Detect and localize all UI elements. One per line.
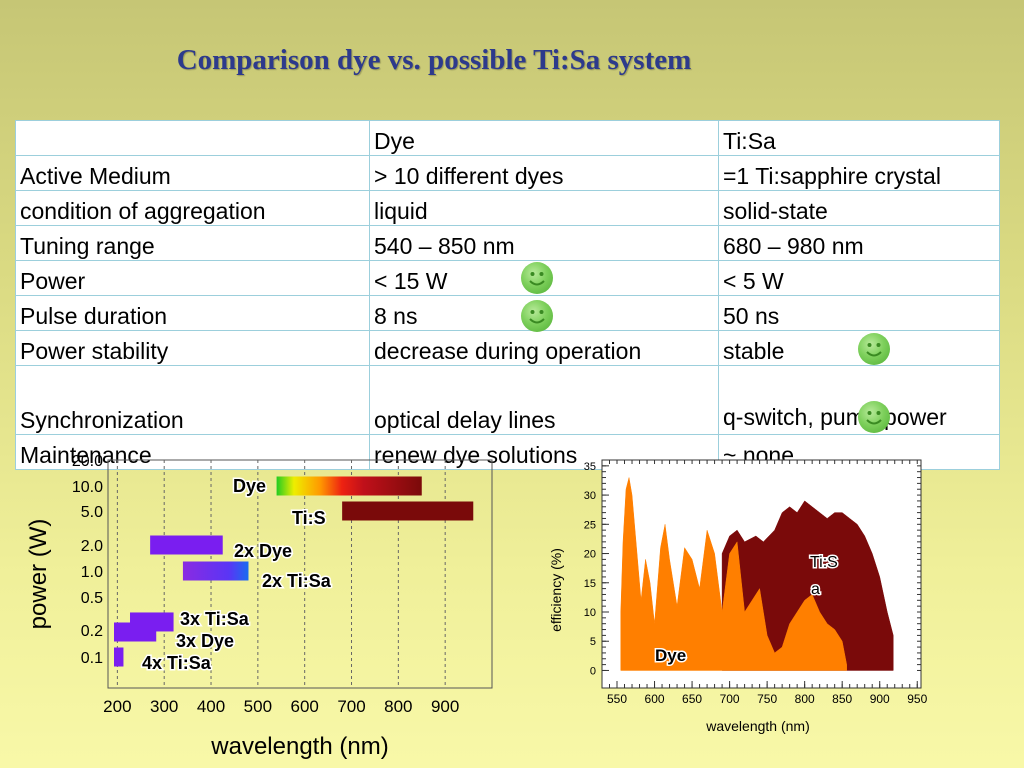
x-tick-label: 900 (870, 692, 890, 706)
x-tick-label: 800 (384, 697, 412, 716)
table-cell: Pulse duration (15, 295, 370, 331)
table-cell: > 10 different dyes (369, 155, 719, 191)
table-header-row: Dye Ti:Sa (15, 120, 1000, 156)
table-row: Power stability decrease during operation… (15, 330, 1000, 366)
table-cell: solid-state (718, 190, 1000, 226)
bar-ti-s (342, 501, 474, 521)
smiley-face-icon (521, 300, 553, 332)
x-tick-label: 200 (103, 697, 131, 716)
series-label: 4x Ti:Sa (142, 653, 212, 673)
plot-frame (107, 459, 493, 689)
bar-4x-ti-sa (114, 647, 124, 667)
x-tick-label: 700 (720, 692, 740, 706)
y-tick-label: 1.0 (81, 564, 103, 581)
slide-title: Comparison dye vs. possible Ti:Sa system (176, 44, 692, 76)
y-tick-label: 20 (584, 549, 596, 561)
y-tick-label: 35 (584, 461, 596, 473)
table-row: Power < 15 W < 5 W (15, 260, 1000, 296)
x-tick-label: 850 (832, 692, 852, 706)
series-label: 2x Dye (234, 541, 292, 561)
table-cell: Synchronization (15, 365, 370, 435)
y-tick-label: 2.0 (81, 538, 103, 555)
table-cell: Power stability (15, 330, 370, 366)
table-cell: decrease during operation (369, 330, 719, 366)
y-tick-label: 10 (584, 607, 596, 619)
table-cell: Active Medium (15, 155, 370, 191)
x-tick-label: 300 (150, 697, 178, 716)
smiley-face-icon (858, 333, 890, 365)
x-tick-label: 650 (682, 692, 702, 706)
power-vs-wavelength-chart: 20.0 10.0 5.0 2.0 1.0 0.5 0.2 0.1 200 300 400 500 60… (25, 453, 493, 760)
table-cell: 50 ns (718, 295, 1000, 331)
table-header-cell (15, 120, 370, 156)
table-cell: Maintenance (15, 434, 370, 470)
series-label: 3x Ti:Sa (180, 609, 250, 629)
bar-2x-dye (150, 535, 223, 555)
series-label: Ti:S (292, 508, 326, 528)
y-tick-label: 10.0 (72, 479, 103, 496)
y-tick-label: 5 (590, 636, 596, 648)
table-cell: 680 – 980 nm (718, 225, 1000, 261)
y-tick-label: 0.5 (81, 590, 103, 607)
bar-dye (276, 476, 422, 496)
table-cell: =1 Ti:sapphire crystal (718, 155, 1000, 191)
y-tick-label: 0 (590, 665, 596, 677)
x-tick-label: 750 (757, 692, 777, 706)
table-row: condition of aggregation liquid solid-stat… (15, 190, 1000, 226)
x-tick-label: 950 (907, 692, 927, 706)
x-tick-label: 700 (337, 697, 365, 716)
series-label: 3x Dye (176, 631, 234, 651)
x-axis-label: wavelength (nm) (210, 733, 388, 760)
table-cell: optical delay lines (369, 365, 719, 435)
y-tick-label: 30 (584, 490, 596, 502)
table-row: Tuning range 540 – 850 nm 680 – 980 nm (15, 225, 1000, 261)
smiley-face-icon (858, 401, 890, 433)
y-axis-label: power (W) (25, 519, 52, 630)
y-tick-label: 0.1 (81, 650, 103, 667)
x-tick-label: 400 (197, 697, 225, 716)
bar-2x-ti-sa (182, 561, 249, 581)
y-tick-label: 0.2 (81, 623, 103, 640)
table-row: Synchronization optical delay lines q-swit… (15, 365, 1000, 435)
table-header-cell: Dye (369, 120, 719, 156)
smiley-face-icon (521, 262, 553, 294)
y-axis-label: efficiency (%) (548, 548, 564, 632)
table-cell: condition of aggregation (15, 190, 370, 226)
series-label: Dye (655, 646, 686, 665)
x-tick-label: 500 (244, 697, 272, 716)
table-cell: < 5 W (718, 260, 1000, 296)
table-cell: Power (15, 260, 370, 296)
x-tick-label: 600 (290, 697, 318, 716)
efficiency-vs-wavelength-chart: 0 5 10 15 20 25 30 35 550 600 650 700 750 800 850 900 95… (548, 459, 928, 734)
y-tick-label: 20.0 (72, 453, 103, 470)
table-cell: Tuning range (15, 225, 370, 261)
series-label: 2x Ti:Sa (262, 571, 332, 591)
table-cell: liquid (369, 190, 719, 226)
series-label: a (811, 581, 820, 598)
series-label: Dye (233, 476, 266, 496)
table-row: Active Medium > 10 different dyes =1 Ti:sa… (15, 155, 1000, 191)
bar-3x-dye (114, 622, 157, 642)
y-tick-label: 15 (584, 578, 596, 590)
y-tick-label: 25 (584, 519, 596, 531)
x-tick-label: 900 (431, 697, 459, 716)
table-cell: 540 – 850 nm (369, 225, 719, 261)
table-row: Pulse duration 8 ns 50 ns (15, 295, 1000, 331)
x-tick-label: 800 (795, 692, 815, 706)
series-label: Ti:S (810, 554, 838, 571)
area-dye (620, 477, 847, 671)
x-axis-label: wavelength (nm) (705, 718, 810, 734)
table-header-cell: Ti:Sa (718, 120, 1000, 156)
x-tick-label: 600 (645, 692, 665, 706)
comparison-table: Dye Ti:Sa Active Medium > 10 different dyes… (15, 120, 1000, 470)
x-tick-label: 550 (607, 692, 627, 706)
y-tick-label: 5.0 (81, 504, 103, 521)
